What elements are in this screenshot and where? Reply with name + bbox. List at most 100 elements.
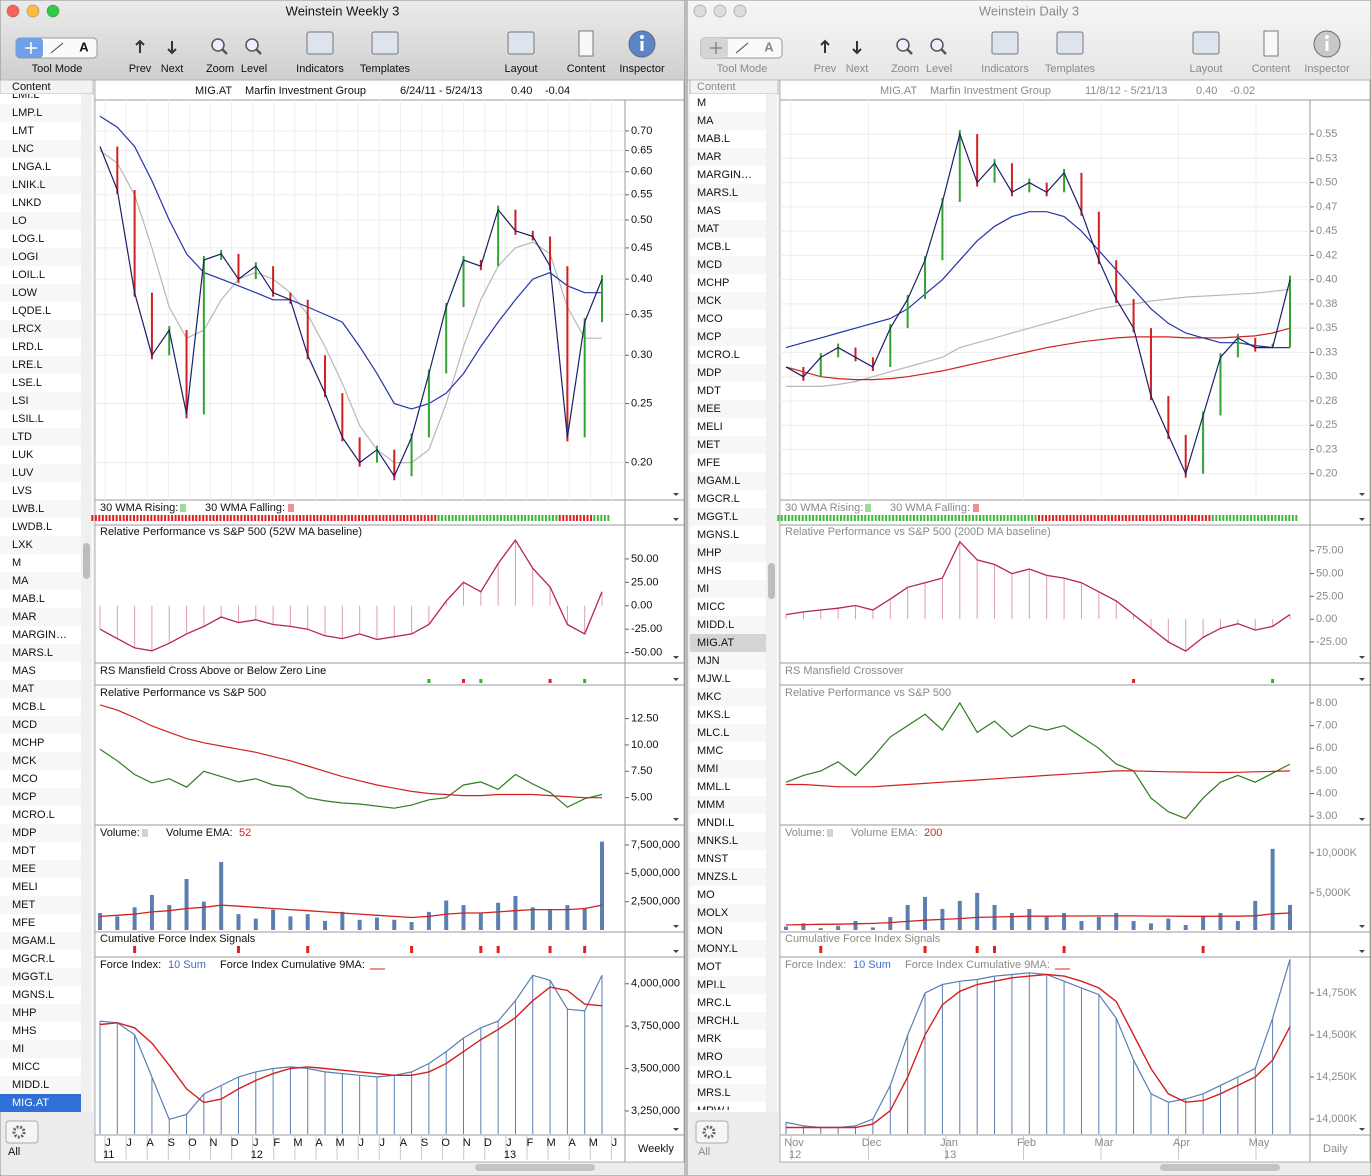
symbol-label[interactable]: MGCR.L (697, 493, 740, 505)
symbol-row[interactable] (0, 986, 81, 1004)
symbol-label[interactable]: MEE (12, 863, 36, 875)
symbol-row[interactable] (0, 320, 81, 338)
symbol-label[interactable]: MGNS.L (697, 529, 739, 541)
symbol-row[interactable] (690, 886, 766, 904)
symbol-label[interactable]: LNKD (12, 197, 41, 209)
symbol-row[interactable] (690, 130, 766, 148)
symbol-row[interactable] (690, 436, 766, 454)
symbol-label[interactable]: MRK (697, 1033, 722, 1045)
symbol-row[interactable] (690, 904, 766, 922)
symbol-label[interactable]: MML.L (697, 781, 731, 793)
symbol-label[interactable]: MCO (697, 313, 723, 325)
symbol-label[interactable]: LMI.L (12, 89, 40, 101)
symbol-label[interactable]: LOW (12, 287, 38, 299)
symbol-row[interactable] (690, 1048, 766, 1066)
symbol-row[interactable] (0, 824, 81, 842)
symbol-row[interactable] (690, 1030, 766, 1048)
window-button[interactable] (733, 4, 747, 18)
symbol-label[interactable]: MHP (697, 547, 721, 559)
symbol-label[interactable]: MCO (12, 773, 38, 785)
symbol-row[interactable] (0, 968, 81, 986)
symbol-label[interactable]: MCRO.L (697, 349, 740, 361)
symbol-row[interactable] (690, 400, 766, 418)
symbol-label[interactable]: MPI.L (697, 979, 726, 991)
symbol-row[interactable] (0, 860, 81, 878)
symbol-row[interactable] (0, 536, 81, 554)
toolbar-label[interactable]: Prev (129, 63, 152, 75)
symbol-row[interactable] (0, 878, 81, 896)
symbol-label[interactable]: MIDD.L (697, 619, 734, 631)
symbol-label[interactable]: MRS.L (697, 1087, 731, 1099)
symbol-row[interactable] (690, 238, 766, 256)
symbol-label[interactable]: MNKS.L (697, 835, 738, 847)
symbol-row[interactable] (0, 1076, 81, 1094)
symbol-row[interactable] (0, 518, 81, 536)
symbol-row[interactable] (0, 698, 81, 716)
symbol-row[interactable] (690, 472, 766, 490)
symbol-label[interactable]: LSE.L (12, 377, 42, 389)
symbol-row[interactable] (690, 544, 766, 562)
symbol-row[interactable] (690, 490, 766, 508)
symbol-label[interactable]: LRE.L (12, 359, 43, 371)
symbol-row[interactable] (0, 122, 81, 140)
symbol-row[interactable] (690, 634, 766, 652)
symbol-label[interactable]: MGAM.L (12, 935, 55, 947)
symbol-row[interactable] (690, 652, 766, 670)
symbol-row[interactable] (690, 508, 766, 526)
symbol-label[interactable]: MIG.AT (697, 637, 734, 649)
symbol-row[interactable] (690, 832, 766, 850)
symbol-label[interactable]: MICC (697, 601, 725, 613)
symbol-label[interactable]: MKC (697, 691, 722, 703)
symbol-label[interactable]: LSI (12, 395, 29, 407)
symbol-row[interactable] (690, 742, 766, 760)
symbol-label[interactable]: MCB.L (697, 241, 731, 253)
symbol-row[interactable] (690, 922, 766, 940)
symbol-row[interactable] (0, 194, 81, 212)
symbol-label[interactable]: MAT (12, 683, 35, 695)
symbol-row[interactable] (0, 356, 81, 374)
symbol-row[interactable] (0, 752, 81, 770)
symbol-label[interactable]: LXK (12, 539, 33, 551)
symbol-label[interactable]: MJW.L (697, 673, 731, 685)
symbol-label[interactable]: LWDB.L (12, 521, 52, 533)
symbol-label[interactable]: LOG.L (12, 233, 44, 245)
symbol-label[interactable]: MELI (12, 881, 38, 893)
symbol-row[interactable] (0, 788, 81, 806)
symbol-row[interactable] (0, 410, 81, 428)
symbol-row[interactable] (690, 346, 766, 364)
symbol-row[interactable] (0, 734, 81, 752)
symbol-label[interactable]: MHS (12, 1025, 36, 1037)
symbol-row[interactable] (0, 230, 81, 248)
symbol-row[interactable] (690, 310, 766, 328)
symbol-label[interactable]: MCP (697, 331, 721, 343)
symbol-row[interactable] (0, 176, 81, 194)
toolbar-label[interactable]: Layout (504, 63, 537, 75)
symbol-row[interactable] (690, 976, 766, 994)
symbol-row[interactable] (0, 932, 81, 950)
symbol-label[interactable]: MRW.L (697, 1105, 733, 1117)
symbol-row[interactable] (690, 760, 766, 778)
symbol-label[interactable]: MCHP (12, 737, 44, 749)
symbol-row[interactable] (690, 850, 766, 868)
symbol-label[interactable]: MARS.L (12, 647, 53, 659)
symbol-label[interactable]: M (12, 557, 21, 569)
symbol-label[interactable]: MARGIN… (697, 169, 752, 181)
symbol-label[interactable]: LVS (12, 485, 32, 497)
symbol-row[interactable] (690, 328, 766, 346)
symbol-row[interactable] (690, 454, 766, 472)
symbol-row[interactable] (690, 1066, 766, 1084)
symbol-row[interactable] (690, 1084, 766, 1102)
symbol-label[interactable]: MO (697, 889, 715, 901)
h-scroll[interactable] (1160, 1164, 1280, 1171)
symbol-row[interactable] (690, 526, 766, 544)
symbol-label[interactable]: MIG.AT (12, 1097, 49, 1109)
symbol-label[interactable]: MDT (697, 385, 721, 397)
symbol-row[interactable] (0, 464, 81, 482)
symbol-row[interactable] (0, 248, 81, 266)
symbol-label[interactable]: LWB.L (12, 503, 44, 515)
toolbar-label[interactable]: Indicators (296, 63, 344, 75)
toolbar-label[interactable]: Level (241, 63, 267, 75)
symbol-label[interactable]: MI (12, 1043, 24, 1055)
symbol-label[interactable]: M (697, 97, 706, 109)
symbol-row[interactable] (0, 572, 81, 590)
